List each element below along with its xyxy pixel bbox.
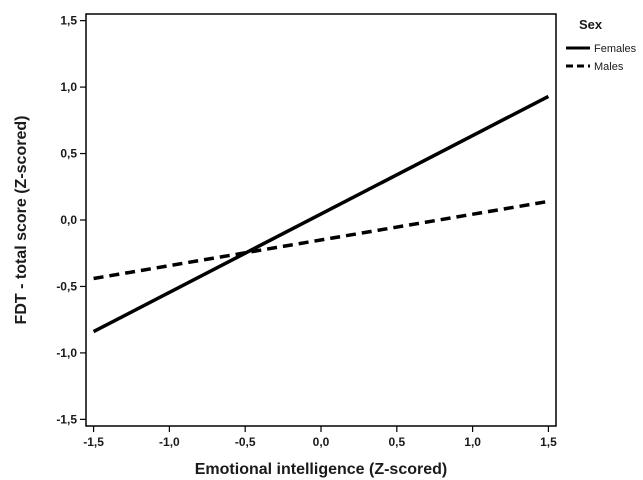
x-tick-label: 1,5 <box>540 435 557 449</box>
y-tick-label: 0,5 <box>60 147 77 161</box>
x-axis-title: Emotional intelligence (Z-scored) <box>195 461 447 478</box>
y-tick-label: 1,5 <box>60 14 77 28</box>
y-tick-label: -1,0 <box>56 346 77 360</box>
y-axis-title: FDT - total score (Z-scored) <box>13 116 30 325</box>
y-tick-label: 0,0 <box>60 213 77 227</box>
x-tick-label: 0,0 <box>313 435 330 449</box>
x-axis-ticks: -1,5 -1,0 -0,5 0,0 0,5 1,0 1,5 <box>83 426 557 449</box>
x-tick-label: 1,0 <box>464 435 481 449</box>
x-tick-label: -1,0 <box>159 435 180 449</box>
x-tick-label: 0,5 <box>388 435 405 449</box>
x-tick-label: -0,5 <box>235 435 256 449</box>
y-tick-label: -0,5 <box>56 279 77 293</box>
legend-items: Females Males <box>566 43 637 73</box>
y-tick-label: 1,0 <box>60 80 77 94</box>
plot-frame <box>85 13 557 427</box>
series-lines <box>92 94 550 334</box>
legend: Sex Females Males <box>566 17 637 73</box>
x-tick-label: -1,5 <box>83 435 104 449</box>
legend-title: Sex <box>579 17 603 32</box>
y-axis-ticks: -1,5 -1,0 -0,5 0,0 0,5 1,0 1,5 <box>56 14 86 426</box>
legend-label-males: Males <box>594 61 624 73</box>
series-line-males <box>93 199 549 281</box>
series-line-females <box>92 94 550 334</box>
legend-label-females: Females <box>594 43 637 55</box>
y-tick-label: -1,5 <box>56 412 77 426</box>
